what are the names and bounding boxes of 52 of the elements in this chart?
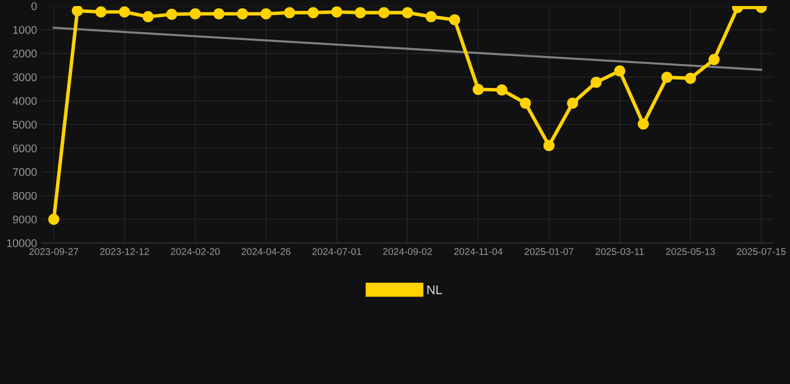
point bbox=[236, 8, 248, 20]
point bbox=[543, 140, 555, 152]
y-tick-label: 7000 bbox=[12, 168, 37, 176]
point bbox=[166, 8, 178, 20]
x-tick-label: 2023-09-27 bbox=[29, 248, 78, 255]
point bbox=[426, 11, 437, 22]
x-tick-label: 2025-03-11 bbox=[596, 248, 644, 255]
point bbox=[190, 8, 201, 20]
x-tick-label: 2025-01-07 bbox=[524, 248, 574, 255]
point bbox=[590, 76, 602, 88]
point bbox=[260, 8, 272, 20]
point bbox=[118, 6, 130, 18]
point bbox=[142, 11, 154, 22]
point bbox=[48, 214, 60, 225]
x-tick-label: 2024-11-04 bbox=[454, 248, 502, 255]
point bbox=[708, 54, 720, 66]
point bbox=[284, 7, 296, 18]
x-tick-label: 2024-04-26 bbox=[242, 248, 290, 255]
y-tick-label: 8000 bbox=[12, 192, 37, 200]
point bbox=[614, 65, 626, 76]
point bbox=[567, 98, 578, 109]
y-tick-label: 10000 bbox=[7, 239, 37, 248]
x-tick-label: 2024-02-20 bbox=[170, 248, 220, 255]
point bbox=[308, 7, 319, 18]
y-tick-label: 0 bbox=[31, 2, 37, 10]
point bbox=[354, 7, 366, 18]
point bbox=[72, 6, 83, 16]
x-tick-label: 2023-12-12 bbox=[100, 248, 149, 255]
x-tick-label: 2025-05-13 bbox=[666, 248, 715, 255]
y-tick-label: 2000 bbox=[12, 50, 37, 58]
point bbox=[402, 7, 414, 18]
point bbox=[520, 98, 531, 109]
point bbox=[95, 6, 107, 18]
point bbox=[638, 118, 649, 130]
point bbox=[378, 7, 390, 18]
point bbox=[472, 84, 484, 95]
point bbox=[661, 72, 672, 83]
point bbox=[213, 8, 224, 20]
y-tick-label: 9000 bbox=[12, 216, 37, 224]
point bbox=[684, 72, 696, 84]
legend-label: NL bbox=[427, 286, 442, 294]
y-tick-label: 5000 bbox=[12, 120, 37, 129]
x-tick-label: 2024-07-01 bbox=[312, 248, 362, 255]
x-tick-label: 2024-09-02 bbox=[383, 248, 432, 255]
y-tick-label: 1000 bbox=[13, 26, 37, 34]
y-tick-label: 4000 bbox=[12, 97, 37, 105]
point bbox=[331, 6, 342, 18]
point bbox=[449, 14, 460, 26]
y-tick-label: 6000 bbox=[12, 144, 37, 152]
x-tick-label: 2025-07-15 bbox=[736, 248, 786, 255]
y-tick-label: 3000 bbox=[12, 73, 37, 82]
point bbox=[496, 84, 508, 96]
